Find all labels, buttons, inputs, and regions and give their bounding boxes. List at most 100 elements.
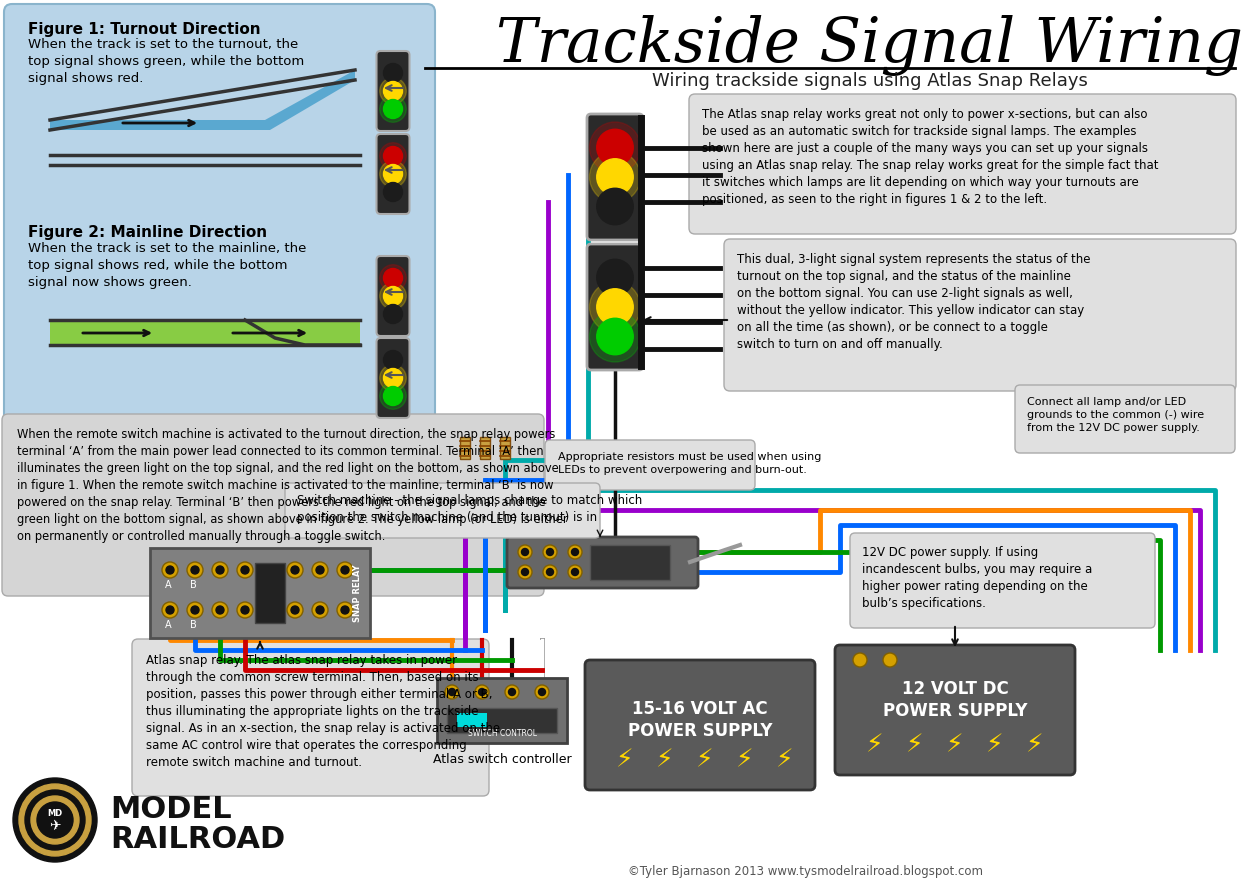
Circle shape	[379, 161, 407, 187]
Text: ⚡: ⚡	[866, 733, 883, 757]
Circle shape	[597, 319, 633, 355]
Text: When the track is set to the turnout, the
top signal shows green, while the bott: When the track is set to the turnout, th…	[29, 38, 305, 85]
Text: ✈: ✈	[50, 818, 61, 832]
Circle shape	[216, 606, 224, 614]
Circle shape	[521, 548, 529, 555]
Circle shape	[539, 689, 546, 695]
Text: RAILROAD: RAILROAD	[109, 825, 285, 854]
Circle shape	[291, 566, 299, 574]
FancyBboxPatch shape	[255, 563, 285, 623]
Text: The Atlas snap relay works great not only to power x-sections, but can also
be u: The Atlas snap relay works great not onl…	[702, 108, 1158, 206]
FancyBboxPatch shape	[460, 437, 470, 459]
Circle shape	[379, 283, 407, 310]
Circle shape	[542, 545, 557, 559]
Circle shape	[211, 602, 228, 618]
FancyBboxPatch shape	[132, 639, 489, 796]
Circle shape	[379, 365, 407, 392]
Circle shape	[542, 565, 557, 579]
Circle shape	[238, 602, 253, 618]
Circle shape	[505, 685, 519, 699]
Circle shape	[383, 63, 403, 83]
Text: Atlas snap relay. The atlas snap relay takes in power
through the common screw t: Atlas snap relay. The atlas snap relay t…	[146, 654, 500, 769]
Circle shape	[546, 548, 554, 555]
Circle shape	[238, 562, 253, 578]
FancyBboxPatch shape	[545, 440, 755, 490]
Text: B: B	[189, 620, 197, 630]
Circle shape	[19, 784, 91, 856]
Circle shape	[379, 142, 407, 169]
Circle shape	[518, 545, 532, 559]
Circle shape	[192, 606, 199, 614]
FancyBboxPatch shape	[500, 437, 510, 459]
Text: Atlas switch controller: Atlas switch controller	[433, 753, 571, 766]
Circle shape	[590, 151, 641, 203]
Circle shape	[241, 566, 249, 574]
Text: Figure 1: Turnout Direction: Figure 1: Turnout Direction	[29, 22, 261, 37]
Text: A: A	[164, 620, 172, 630]
Text: 12 VOLT DC
POWER SUPPLY: 12 VOLT DC POWER SUPPLY	[883, 680, 1028, 720]
Bar	[457, 713, 486, 727]
Text: ⚡: ⚡	[1026, 733, 1044, 757]
Circle shape	[571, 548, 578, 555]
FancyBboxPatch shape	[151, 548, 369, 638]
Circle shape	[37, 802, 73, 838]
Circle shape	[383, 386, 403, 406]
Text: Trackside Signal Wiring: Trackside Signal Wiring	[496, 15, 1244, 76]
Circle shape	[341, 566, 350, 574]
Circle shape	[241, 606, 249, 614]
Text: SNAP RELAY: SNAP RELAY	[353, 564, 362, 622]
Circle shape	[590, 311, 641, 362]
Text: B: B	[189, 580, 197, 590]
Circle shape	[521, 569, 529, 576]
Circle shape	[287, 562, 304, 578]
Circle shape	[509, 689, 515, 695]
Circle shape	[165, 566, 174, 574]
FancyBboxPatch shape	[377, 134, 409, 214]
Text: Connect all lamp and/or LED
grounds to the common (-) wire
from the 12V DC power: Connect all lamp and/or LED grounds to t…	[1028, 397, 1204, 433]
Circle shape	[445, 685, 459, 699]
Circle shape	[383, 269, 403, 287]
Circle shape	[162, 562, 178, 578]
Circle shape	[383, 351, 403, 369]
Circle shape	[383, 165, 403, 183]
Text: ⚡: ⚡	[697, 748, 714, 772]
Text: ⚡: ⚡	[776, 748, 794, 772]
Circle shape	[383, 82, 403, 101]
Circle shape	[379, 264, 407, 291]
Circle shape	[312, 602, 328, 618]
Circle shape	[291, 606, 299, 614]
Circle shape	[383, 147, 403, 166]
Circle shape	[479, 689, 485, 695]
Text: MODEL: MODEL	[109, 795, 231, 824]
FancyBboxPatch shape	[480, 437, 490, 459]
Text: ©Tyler Bjarnason 2013 www.tysmodelrailroad.blogspot.com: ©Tyler Bjarnason 2013 www.tysmodelrailro…	[628, 865, 983, 878]
Circle shape	[535, 685, 549, 699]
Circle shape	[187, 562, 203, 578]
Text: When the remote switch machine is activated to the turnout direction, the snap r: When the remote switch machine is activa…	[17, 428, 567, 543]
FancyBboxPatch shape	[587, 244, 643, 370]
Text: ⚡: ⚡	[906, 733, 924, 757]
FancyBboxPatch shape	[4, 4, 435, 425]
FancyBboxPatch shape	[724, 239, 1237, 391]
Circle shape	[379, 77, 407, 104]
Circle shape	[383, 368, 403, 387]
Circle shape	[597, 288, 633, 325]
FancyBboxPatch shape	[285, 483, 600, 538]
Circle shape	[379, 383, 407, 409]
FancyBboxPatch shape	[585, 660, 815, 790]
Text: This dual, 3-light signal system represents the status of the
turnout on the top: This dual, 3-light signal system represe…	[736, 253, 1091, 351]
Circle shape	[590, 122, 641, 173]
Circle shape	[187, 602, 203, 618]
Text: 12V DC power supply. If using
incandescent bulbs, you may require a
higher power: 12V DC power supply. If using incandesce…	[862, 546, 1092, 610]
FancyBboxPatch shape	[590, 545, 671, 580]
FancyBboxPatch shape	[689, 94, 1237, 234]
Circle shape	[383, 304, 403, 323]
Circle shape	[569, 545, 582, 559]
Text: SWITCH CONTROL: SWITCH CONTROL	[468, 729, 536, 738]
Circle shape	[571, 569, 578, 576]
FancyBboxPatch shape	[377, 256, 409, 336]
FancyBboxPatch shape	[447, 708, 557, 733]
Text: When the track is set to the mainline, the
top signal shows red, while the botto: When the track is set to the mainline, t…	[29, 242, 306, 289]
Circle shape	[383, 287, 403, 305]
Circle shape	[25, 790, 85, 850]
